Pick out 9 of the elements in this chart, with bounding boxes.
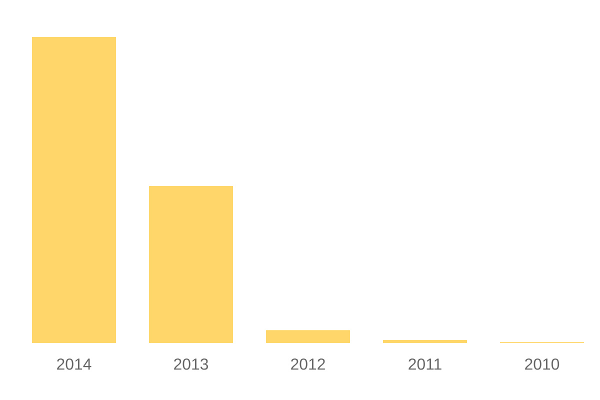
bar: [383, 340, 468, 343]
x-tick-label: 2011: [408, 358, 442, 370]
x-tick-label: 2010: [525, 358, 560, 370]
bar: [32, 36, 116, 343]
bar: [149, 186, 234, 343]
x-tick-label: 2013: [174, 358, 208, 370]
x-tick-label: 2014: [57, 358, 92, 370]
bar: [266, 330, 350, 343]
x-tick-label: 2012: [291, 358, 325, 370]
